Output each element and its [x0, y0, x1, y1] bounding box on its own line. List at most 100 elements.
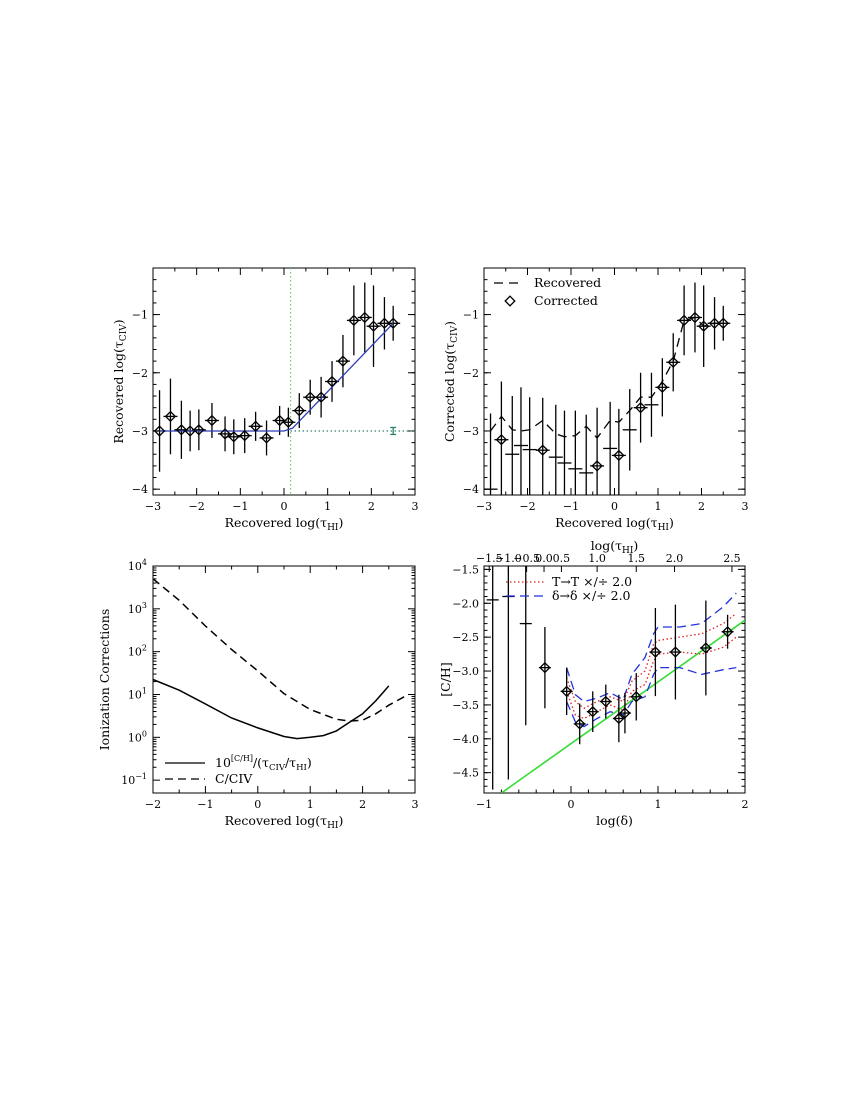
tr-x-tick-label: −2: [519, 500, 535, 513]
bl-series-metallicity-ratio: [152, 678, 390, 740]
tr-legend-recovered: Recovered: [534, 275, 601, 290]
tl-y-tick-label: −4: [132, 483, 148, 496]
br-legend-density: δ→δ ×/÷ 2.0: [552, 588, 631, 603]
br-x-axis-label: log(δ): [596, 813, 633, 828]
tl-diamond-marker: [164, 410, 177, 423]
br-diamond-marker: [587, 705, 599, 718]
tr-diamond-marker: [708, 317, 721, 330]
br-y-tick-label: −3.5: [452, 699, 479, 712]
tl-diamond-marker: [184, 425, 196, 437]
bl-y-tick-label: 104: [128, 558, 147, 573]
bl-y-axis-label: Ionization Corrections: [97, 609, 112, 751]
bl-x-tick-label: 3: [412, 798, 419, 811]
br-band-temperature-lower: [565, 636, 737, 720]
tr-x-tick-label: 3: [742, 500, 749, 513]
br-top-tick-label: −1.5: [476, 552, 503, 565]
tr-x-axis-label: Recovered log(τHI): [555, 515, 674, 533]
tl-diamond-marker: [193, 424, 205, 436]
tr-diamond-marker: [697, 320, 710, 332]
br-x-tick-label: −1: [476, 798, 492, 811]
br-top-axis-label: log(τHI): [591, 538, 639, 556]
tl-x-tick-label: 3: [412, 500, 419, 513]
tl-diamond-marker: [175, 424, 188, 436]
br-y-tick-label: −4.0: [452, 733, 479, 746]
tr-legend-diamond-swatch: [504, 295, 516, 307]
br-top-tick-label: −1.0: [495, 552, 522, 565]
tr-y-tick-label: −2: [463, 367, 479, 380]
tr-diamond-marker: [613, 449, 625, 462]
tl-diamond-marker: [293, 404, 306, 417]
br-legend-temperature: T→T ×/÷ 2.0: [552, 574, 632, 589]
bl-x-tick-label: −1: [197, 798, 213, 811]
br-top-tick-label: 1.5: [628, 552, 646, 565]
tl-diamond-marker: [315, 391, 327, 403]
tl-diamond-marker: [206, 414, 218, 427]
br-diamond-marker: [539, 661, 551, 674]
bl-y-tick-label: 101: [128, 686, 147, 701]
tr-recovered-curve: [489, 316, 724, 440]
panel-top-left: −3 −2 −1 0 1 2 3 −4 −3 −2 −1 Recovered log(τHI) Reco…: [111, 267, 419, 533]
br-diamond-marker: [573, 718, 586, 730]
tr-x-tick-label: 0: [611, 500, 618, 513]
br-diamond-marker: [649, 646, 662, 658]
br-x-tick-label: 1: [655, 798, 662, 811]
bl-y-tick-label: 100: [128, 729, 147, 744]
br-band-temperature-upper: [565, 612, 737, 710]
tl-x-tick-label: −2: [189, 500, 205, 513]
br-y-tick-label: −3.0: [452, 665, 479, 678]
tr-x-tick-label: 2: [698, 500, 705, 513]
tr-diamond-marker: [689, 311, 701, 324]
panel-top-right: −3 −2 −1 0 1 2 3 −4 −3 −2 −1 Recovered Corrected Reco…: [442, 267, 749, 533]
tl-x-tick-label: 2: [368, 500, 375, 513]
br-band-density-upper: [565, 592, 737, 703]
tl-x-tick-label: −1: [232, 500, 248, 513]
tl-diamond-marker: [378, 317, 391, 330]
tr-diamond-marker: [537, 444, 549, 456]
tr-plot-frame: [483, 267, 746, 496]
tr-y-tick-label: −3: [463, 425, 479, 438]
tl-diamond-marker: [387, 317, 399, 330]
tl-plot-frame: [152, 267, 416, 496]
tr-y-tick-label: −4: [463, 483, 479, 496]
bl-x-axis-label: Recovered log(τHI): [225, 813, 344, 831]
br-top-tick-label: 0.5: [553, 552, 571, 565]
br-diamond-marker: [721, 626, 734, 638]
br-y-tick-label: −2.0: [452, 597, 479, 610]
tl-x-tick-label: −3: [145, 500, 161, 513]
tr-legend-corrected: Corrected: [534, 293, 598, 308]
br-diamond-marker: [613, 712, 625, 725]
tr-diamond-marker: [495, 433, 508, 446]
tl-y-axis-label: Recovered log(τCIV): [111, 319, 129, 443]
tl-diamond-marker: [282, 416, 295, 428]
br-top-tick-label: 2.0: [666, 552, 684, 565]
br-top-tick-label: 1.0: [588, 552, 606, 565]
tr-y-tick-label: −1: [463, 309, 479, 322]
bl-y-tick-label: 103: [128, 601, 147, 616]
bl-x-tick-label: 2: [359, 798, 366, 811]
tr-diamond-marker: [678, 314, 690, 327]
bl-x-tick-label: 1: [307, 798, 314, 811]
panel-bottom-right: −1 0 1 2−4.5−4.0−3.5−3.0−2.5−2.0−1.5−1.5−1.…: [438, 538, 749, 828]
br-diamond-marker: [669, 646, 682, 658]
tr-diamond-marker: [667, 356, 679, 369]
tl-diamond-marker: [367, 320, 380, 332]
br-band-density-lower: [566, 666, 737, 728]
bl-series-c-civ: [152, 578, 405, 722]
tr-x-tick-label: −1: [563, 500, 579, 513]
bl-x-tick-label: −2: [145, 798, 161, 811]
br-diamond-marker: [560, 685, 573, 698]
tr-x-tick-label: −3: [476, 500, 492, 513]
tl-diamond-marker: [153, 425, 166, 437]
br-fit-line: [500, 619, 745, 793]
br-top-tick-label: 2.5: [723, 552, 741, 565]
bl-y-tick-label: 10−1: [121, 772, 147, 787]
bl-y-tick-label: 102: [128, 644, 147, 659]
tl-x-tick-label: 0: [281, 500, 288, 513]
br-diamond-marker: [630, 691, 642, 703]
br-y-tick-label: −4.5: [452, 767, 479, 780]
panel-bottom-left: −2 −1 0 1 2 3 10−1 100 101 102 103 104 10[C/H]/(τCIV…: [97, 558, 419, 831]
tr-diamond-marker: [634, 401, 647, 414]
br-plot-frame: [483, 565, 746, 794]
tl-x-tick-label: 1: [324, 500, 331, 513]
